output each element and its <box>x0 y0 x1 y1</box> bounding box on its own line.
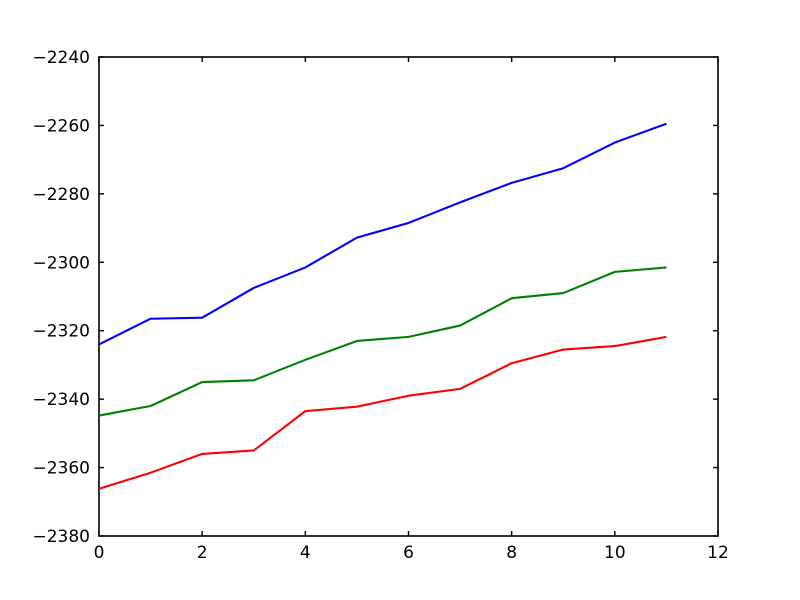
line-series-red <box>98 335 667 490</box>
y-tick-label: −2280 <box>32 185 90 205</box>
y-tick-label: −2320 <box>32 322 90 342</box>
x-tick-label: 12 <box>707 543 729 563</box>
x-tick-label: 6 <box>403 543 414 563</box>
plot-area: 0 2 4 6 8 10 12 −2380 −2360 −2340 −2320 −2300 −2280 −… <box>32 48 728 563</box>
line-series-blue <box>98 122 667 346</box>
y-tick-label: −2360 <box>32 459 90 479</box>
x-tick-label: 8 <box>506 543 517 563</box>
y-tick-label: −2380 <box>32 527 90 547</box>
x-tick-label: 4 <box>300 543 311 563</box>
x-tick-label: 10 <box>604 543 626 563</box>
y-tick-label: −2260 <box>32 116 90 136</box>
y-tick-label: −2300 <box>32 253 90 273</box>
x-tick-label: 0 <box>94 543 105 563</box>
x-tick-label: 2 <box>197 543 208 563</box>
line-series-green <box>98 266 667 417</box>
y-tick-label: −2340 <box>32 390 90 410</box>
y-tick-label: −2240 <box>32 48 90 68</box>
